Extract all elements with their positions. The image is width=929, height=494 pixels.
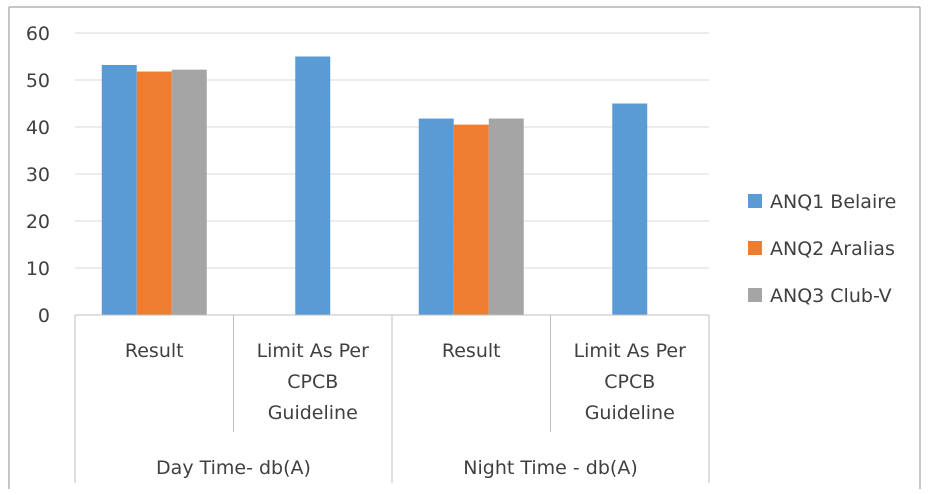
bar-anq1-belaire-1: [295, 56, 331, 315]
group-label: Night Time - db(A): [463, 457, 637, 479]
category-label: Guideline: [268, 402, 358, 424]
legend-label: ANQ3 Club-V: [770, 285, 892, 307]
category-label: Limit As Per: [574, 340, 687, 362]
legend-swatch: [748, 194, 762, 208]
bar-anq3-club-v-2: [488, 118, 524, 315]
y-tick-label: 60: [26, 23, 50, 45]
category-label: CPCB: [287, 371, 338, 393]
category-label: Result: [125, 340, 184, 362]
y-tick-label: 30: [26, 164, 50, 186]
category-label: Result: [442, 340, 501, 362]
legend-swatch: [748, 288, 762, 302]
y-tick-label: 50: [26, 70, 50, 92]
y-tick-label: 40: [26, 117, 50, 139]
bar-anq2-aralias-0: [136, 71, 172, 315]
category-label: CPCB: [604, 371, 655, 393]
legend-label: ANQ1 Belaire: [770, 191, 896, 213]
group-label: Day Time- db(A): [156, 457, 311, 479]
bar-anq1-belaire-0: [101, 64, 137, 316]
bar-anq1-belaire-3: [612, 103, 648, 315]
legend-swatch: [748, 241, 762, 255]
category-label: Limit As Per: [257, 340, 370, 362]
y-tick-label: 10: [26, 258, 50, 280]
y-tick-label: 20: [26, 211, 50, 233]
legend-label: ANQ2 Aralias: [770, 238, 895, 260]
bar-anq1-belaire-2: [418, 118, 454, 315]
bar-anq3-club-v-0: [171, 69, 207, 315]
bar-anq2-aralias-2: [453, 124, 489, 316]
y-tick-label: 0: [38, 305, 50, 327]
category-label: Guideline: [585, 402, 675, 424]
